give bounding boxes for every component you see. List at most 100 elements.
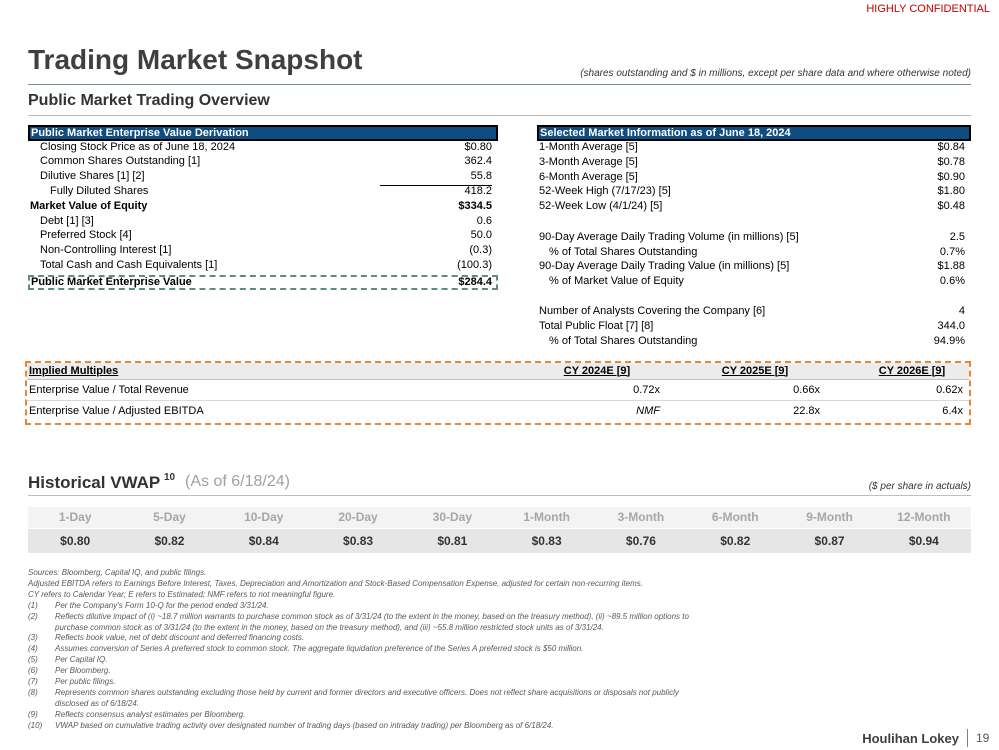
multiple-value: 6.4x [942, 404, 963, 417]
vwap-period: 12-Month [897, 510, 951, 524]
multiple-value: NMF [636, 404, 660, 417]
multiples-rule [27, 400, 969, 401]
footnote-number: (6) [28, 666, 38, 676]
footnote-text: purchase common stock as of 3/31/24 (to … [55, 622, 604, 632]
footnote-number: (3) [28, 633, 38, 643]
footnote-text: Reflects book value, net of debt discoun… [55, 633, 305, 643]
footnote-text: Per Capital IQ. [55, 655, 108, 665]
row-label: Total Public Float [7] [8] [539, 319, 654, 332]
row-label: 1-Month Average [5] [539, 140, 638, 153]
row-value: $0.84 [937, 140, 965, 153]
vwap-value: $0.82 [720, 534, 751, 548]
row-label: 52-Week Low (4/1/24) [5] [539, 199, 663, 212]
vwap-value-bg [28, 529, 971, 553]
units-note: (shares outstanding and $ in millions, e… [580, 68, 971, 79]
vwap-value: $0.81 [437, 534, 468, 548]
vwap-header-bg [28, 507, 971, 528]
market-table-title: Selected Market Information as of June 1… [540, 126, 791, 139]
confidential-label: HIGHLY CONFIDENTIAL [866, 2, 990, 15]
row-value: 0.6% [939, 274, 965, 287]
section-heading: Public Market Trading Overview [28, 92, 270, 109]
footnote-number: (8) [28, 687, 38, 697]
multiples-header: Implied Multiples [29, 364, 119, 377]
row-label: 3-Month Average [5] [539, 155, 638, 168]
vwap-period: 5-Day [153, 510, 186, 524]
row-value: $0.80 [464, 140, 492, 153]
footnote-number: (5) [28, 655, 38, 665]
section-rule [28, 115, 971, 116]
row-label: 90-Day Average Daily Trading Value (in m… [539, 259, 790, 272]
row-label: % of Total Shares Outstanding [549, 334, 698, 347]
footnote-text: Assumes conversion of Series A preferred… [55, 644, 584, 654]
ev-table-header [28, 125, 498, 141]
footnote-number: (7) [28, 677, 38, 686]
vwap-value: $0.80 [60, 534, 91, 548]
ev-table-title: Public Market Enterprise Value Derivatio… [31, 126, 249, 139]
row-value: $334.5 [458, 199, 492, 212]
multiples-header: CY 2026E [9] [878, 364, 946, 377]
vwap-period: 3-Month [617, 510, 665, 524]
row-label: Non-Controlling Interest [1] [40, 244, 172, 257]
row-value: (100.3) [457, 258, 492, 271]
footnote-text: Represents common shares outstanding exc… [55, 687, 679, 697]
multiples-box [25, 361, 971, 425]
row-value: $0.90 [937, 170, 965, 183]
brand-name: Houlihan Lokey [862, 730, 959, 746]
vwap-value: $0.94 [908, 534, 939, 548]
row-label: Number of Analysts Covering the Company … [539, 304, 766, 317]
row-label: 6-Month Average [5] [539, 170, 638, 183]
footnote-text: Per the Company's Form 10-Q for the peri… [55, 600, 269, 610]
row-label: Closing Stock Price as of June 18, 2024 [40, 140, 236, 153]
row-label: Dilutive Shares [1] [2] [40, 170, 145, 183]
footer-divider [967, 729, 968, 747]
row-value: 0.6 [476, 214, 492, 227]
vwap-period: 30-Day [432, 510, 473, 524]
vwap-rule [28, 495, 971, 496]
total-label: Public Market Enterprise Value [31, 276, 192, 288]
multiple-value: 0.62x [936, 383, 963, 396]
row-value: 50.0 [470, 229, 492, 242]
vwap-title: Historical VWAP [28, 472, 161, 492]
vwap-value: $0.83 [531, 534, 562, 548]
row-label: % of Total Shares Outstanding [549, 245, 698, 258]
vwap-value: $0.76 [625, 534, 656, 548]
footnote-text: VWAP based on cumulative trading activit… [55, 720, 554, 730]
footnote-number: (10) [28, 720, 43, 730]
row-value: (0.3) [469, 244, 492, 257]
row-label: Preferred Stock [4] [40, 229, 132, 242]
footnote-source: Adjusted EBITDA refers to Earnings Befor… [28, 578, 643, 588]
vwap-as-of: (As of 6/18/24) [185, 473, 290, 490]
multiples-header-bg [27, 363, 969, 379]
row-value: 4 [958, 304, 965, 317]
row-label: Debt [1] [3] [40, 214, 94, 227]
row-value: 55.8 [470, 170, 492, 183]
footnote-number: (9) [28, 709, 38, 719]
subtotal-rule [380, 184, 492, 186]
multiple-label: Enterprise Value / Total Revenue [29, 383, 189, 396]
multiple-label: Enterprise Value / Adjusted EBITDA [29, 404, 204, 417]
footnote-number: (1) [28, 600, 38, 610]
vwap-value: $0.87 [814, 534, 845, 548]
row-label: % of Market Value of Equity [549, 274, 684, 287]
vwap-value: $0.82 [154, 534, 185, 548]
footnote-number: (4) [28, 644, 38, 654]
row-value: 0.7% [939, 245, 965, 258]
multiples-rule [27, 379, 969, 380]
footnote-text: Per Bloomberg. [55, 666, 111, 676]
row-value: 362.4 [464, 155, 492, 168]
multiples-header: CY 2024E [9] [563, 364, 631, 377]
row-value: $1.80 [937, 184, 965, 197]
row-label: Fully Diluted Shares [50, 184, 149, 197]
footnote-source: Sources: Bloomberg, Capital IQ, and publ… [28, 568, 207, 577]
multiple-value: 0.72x [633, 383, 660, 396]
row-label: 52-Week High (7/17/23) [5] [539, 184, 671, 197]
multiples-header: CY 2025E [9] [721, 364, 789, 377]
market-table-header [537, 125, 971, 141]
row-label: 90-Day Average Daily Trading Volume (in … [539, 230, 799, 243]
vwap-value: $0.83 [343, 534, 374, 548]
row-label: Common Shares Outstanding [1] [40, 155, 201, 168]
row-value: $0.78 [937, 155, 965, 168]
row-value: 344.0 [937, 319, 965, 332]
footnote-source: CY refers to Calendar Year; E refers to … [28, 589, 336, 599]
